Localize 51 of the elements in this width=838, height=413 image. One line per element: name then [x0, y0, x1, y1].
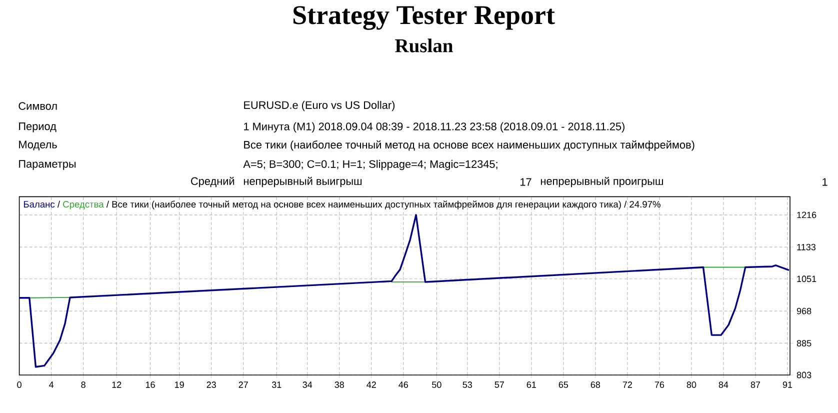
annotation: /: [57, 200, 60, 208]
text: EURUSD.e (Euro vs US Dollar): [244, 100, 395, 112]
x-tick-label: 72: [622, 382, 632, 388]
text: 1: [822, 178, 828, 186]
x-tick-label: 23: [206, 382, 216, 388]
text: Средства: [63, 200, 104, 210]
x-tick-label: 38: [334, 382, 344, 388]
y-tick-label: 1051: [797, 276, 816, 282]
x-tick-label: 57: [494, 382, 504, 388]
text: непрерывный проигрыш: [540, 176, 663, 188]
chart-title: Strategy Tester Report: [293, 6, 555, 30]
y-tick-label: 968: [796, 308, 812, 314]
y-tick-label: 803: [796, 372, 812, 378]
x-tick-label: 42: [366, 382, 376, 388]
x-tick-label: 50: [432, 382, 442, 388]
x-tick-label: 27: [238, 382, 248, 388]
x-tick-label: 76: [654, 382, 664, 388]
x-tick-label: 65: [558, 382, 568, 388]
x-tick-label: 31: [272, 382, 282, 388]
chart-subtitle: Ruslan: [395, 38, 453, 52]
text: Модель: [19, 140, 57, 150]
x-tick-label: 16: [146, 382, 155, 388]
x-tick-label: 0: [17, 382, 22, 388]
text: Параметры: [19, 160, 76, 170]
text: Период: [19, 122, 56, 132]
x-tick-label: 34: [302, 382, 312, 388]
line-series: [19, 214, 790, 368]
x-tick-label: 87: [750, 382, 760, 388]
x-tick-label: 4: [49, 382, 54, 388]
text: 17: [520, 178, 532, 186]
x-tick-label: 53: [462, 382, 472, 388]
text: A=5; B=300; C=0.1; H=1; Slippage=4; Magic=12345;: [243, 160, 498, 170]
annotation: / Все тики (наиболее точный метод на основе всех наименьших доступных таймфреймов для генерации каждого тика) / 24.97%: [106, 200, 660, 210]
text: Все тики (наиболее точный метод на основе всех наименьших доступных таймфреймов): [244, 140, 694, 151]
y-tick-label: 1133: [797, 244, 816, 250]
y-tick-label: 885: [796, 340, 812, 346]
x-tick-label: 61: [526, 382, 536, 388]
x-tick-label: 68: [590, 382, 600, 388]
text: Средний: [191, 176, 234, 188]
text: Символ: [18, 102, 57, 110]
x-tick-label: 80: [686, 382, 696, 388]
x-tick-label: 12: [112, 382, 122, 388]
x-tick-label: 84: [718, 382, 728, 388]
text: непрерывный выигрыш: [244, 176, 362, 188]
x-tick-label: 91: [782, 382, 792, 388]
x-tick-label: 19: [175, 382, 184, 388]
text: Баланс: [24, 201, 55, 208]
x-tick-label: 46: [398, 382, 408, 388]
text: 1 Минута (M1) 2018.09.04 08:39 - 2018.11.23 23:58 (2018.09.01 - 2018.11.25): [244, 122, 624, 132]
x-tick-label: 8: [81, 382, 86, 388]
y-tick-label: 1216: [797, 212, 816, 218]
